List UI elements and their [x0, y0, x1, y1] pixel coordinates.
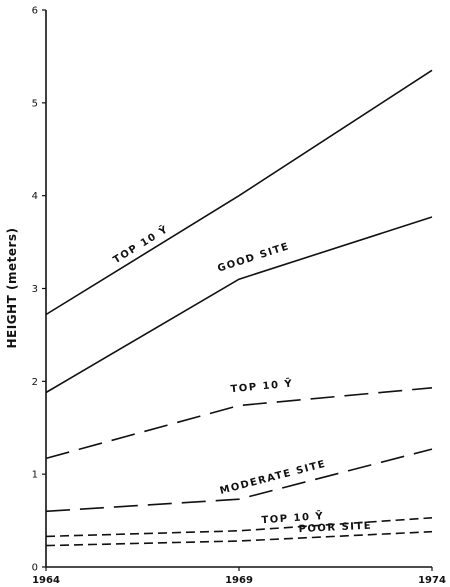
- y-tick-label: 3: [32, 284, 38, 295]
- series-label: GOOD SITE: [216, 241, 291, 275]
- x-ticks: 1964 1969 1974: [32, 567, 446, 586]
- series-label: TOP 10 Ȳ: [261, 509, 325, 526]
- y-tick-label: 6: [32, 6, 38, 17]
- series-line: [45, 530, 433, 547]
- y-tick-label: 4: [32, 191, 38, 202]
- y-tick-label: 5: [32, 98, 38, 109]
- y-axis-label: HEIGHT (meters): [5, 227, 19, 348]
- x-tick-label: 1964: [32, 575, 60, 586]
- y-tick-label: 2: [32, 377, 38, 388]
- series-label: TOP 10 Ȳ: [230, 377, 294, 396]
- series-label: MODERATE SITE: [219, 459, 328, 497]
- y-tick-label: 0: [32, 563, 38, 574]
- series-line: [45, 448, 433, 513]
- series-line: [45, 216, 433, 394]
- series-line: [45, 69, 433, 316]
- y-tick-label: 1: [32, 470, 38, 481]
- x-tick-label: 1974: [418, 575, 446, 586]
- x-tick-label: 1969: [225, 575, 253, 586]
- series-line: [45, 387, 433, 460]
- series-line: [45, 517, 433, 538]
- series-label: POOR SITE: [298, 521, 372, 536]
- series-lines: [45, 69, 433, 547]
- y-ticks: 0 1 2 3 4 5 6: [32, 6, 46, 574]
